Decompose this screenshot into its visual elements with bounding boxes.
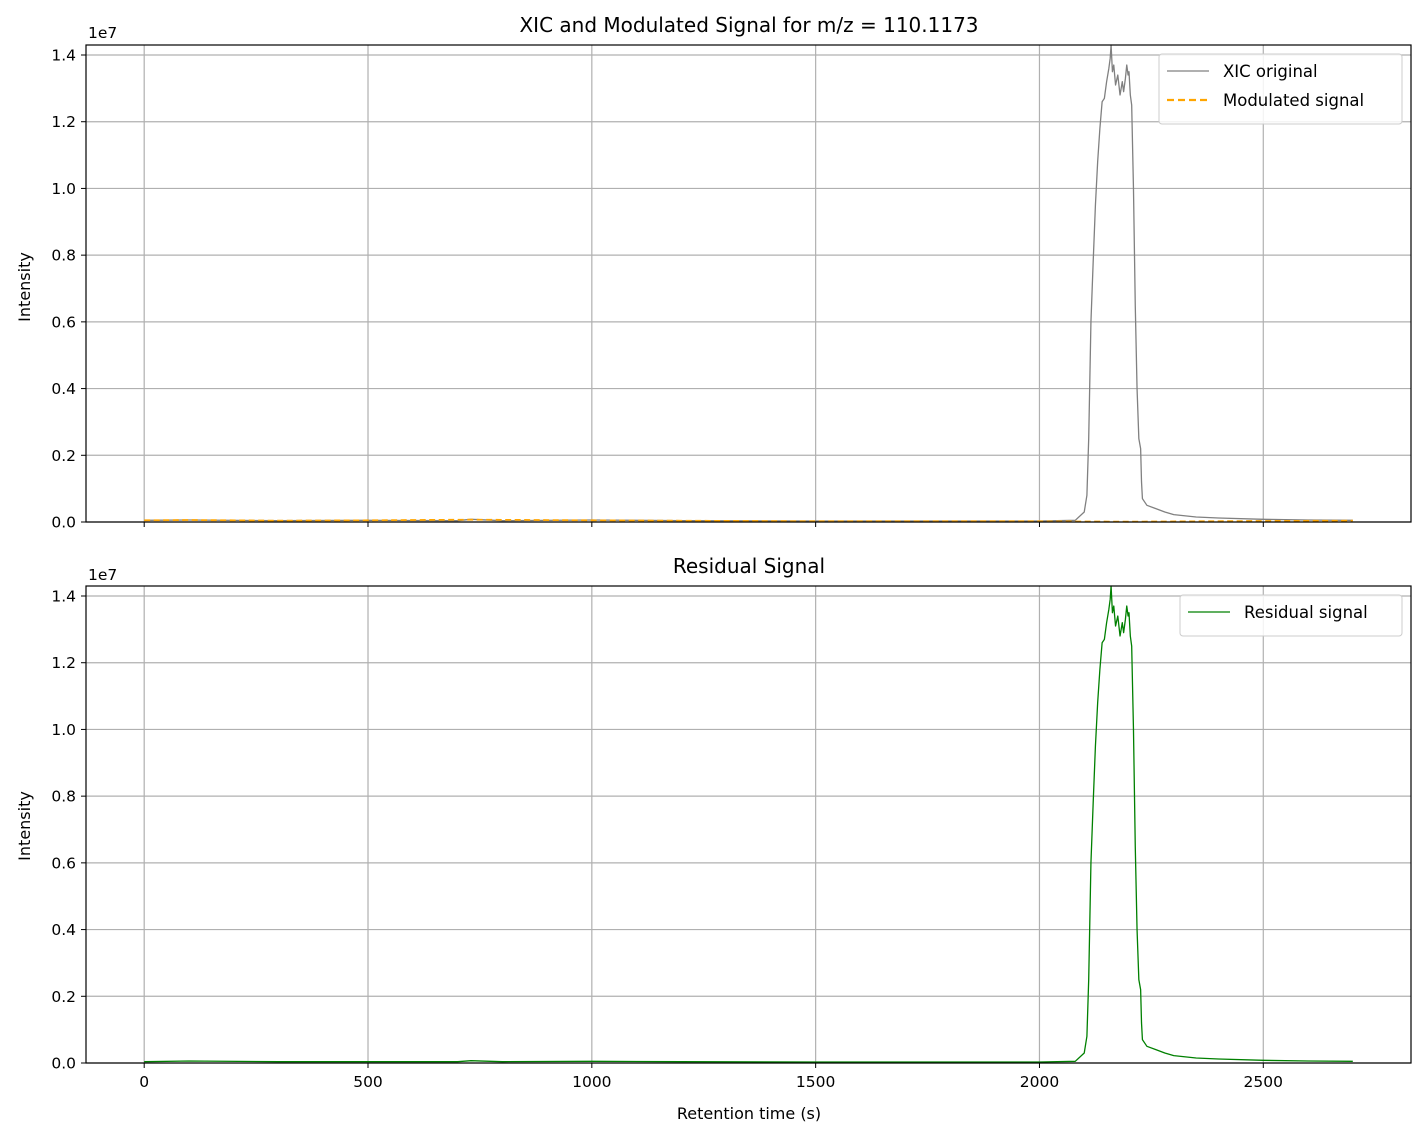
xic-y-tick-label: 1.0 <box>51 180 76 198</box>
xic-y-tick-label: 0.4 <box>51 380 76 398</box>
residual-x-tick-label: 0 <box>139 1073 149 1091</box>
residual-ticks: 0 500 1000 1500 2000 2500 0.0 0.2 0.4 0.6 0.8 1.0 1.… <box>51 588 1283 1091</box>
residual-y-tick-label: 0.4 <box>51 921 76 939</box>
residual-y-tick-label: 0.6 <box>51 854 76 872</box>
xic-y-tick-label: 0.2 <box>51 447 76 465</box>
residual-legend-label: Residual signal <box>1244 603 1368 622</box>
residual-plot-frame <box>85 585 1412 1064</box>
residual-panel: Residual Signal 1e7 Intensity Retention … <box>15 554 1412 1123</box>
residual-x-tick-label: 1500 <box>796 1073 835 1091</box>
xic-y-tick-label: 1.2 <box>51 113 76 131</box>
residual-y-offset-label: 1e7 <box>88 566 117 584</box>
residual-x-axis-label: Retention time (s) <box>677 1104 821 1123</box>
residual-x-tick-label: 1000 <box>572 1073 611 1091</box>
xic-y-axis-label: Intensity <box>15 252 34 322</box>
xic-y-tick-label: 0.8 <box>51 247 76 265</box>
residual-y-tick-label: 1.0 <box>51 721 76 739</box>
residual-legend-box <box>1179 594 1403 637</box>
residual-x-tick-label: 2500 <box>1244 1073 1283 1091</box>
xic-grid <box>86 45 1411 523</box>
residual-x-tick-label: 500 <box>353 1073 383 1091</box>
xic-legend-box <box>1158 53 1403 125</box>
residual-series-layer <box>144 585 1353 1063</box>
xic-panel-title: XIC and Modulated Signal for m/z = 110.1… <box>519 13 978 37</box>
residual-x-tick-label: 2000 <box>1020 1073 1059 1091</box>
xic-panel: XIC and Modulated Signal for m/z = 110.1… <box>15 13 1412 532</box>
xic-y-offset-label: 1e7 <box>88 24 117 42</box>
xic-y-tick-label: 0.0 <box>51 514 76 532</box>
xic-y-tick-label: 1.4 <box>51 47 76 65</box>
residual-y-axis-label: Intensity <box>15 791 34 861</box>
xic-legend: XIC original Modulated signal <box>1158 53 1403 125</box>
xic-legend-label: XIC original <box>1223 62 1318 81</box>
xic-y-tick-label: 0.6 <box>51 313 76 331</box>
xic-ticks: 0.0 0.2 0.4 0.6 0.8 1.0 1.2 1.4 <box>51 47 1264 532</box>
residual-y-tick-label: 1.2 <box>51 654 76 672</box>
residual-y-tick-label: 0.2 <box>51 988 76 1006</box>
residual-panel-title: Residual Signal <box>673 554 825 578</box>
residual-series-line-0 <box>144 585 1353 1063</box>
residual-y-tick-label: 1.4 <box>51 588 76 606</box>
xic-plot-frame <box>85 44 1412 523</box>
xic-legend-label: Modulated signal <box>1223 91 1364 110</box>
residual-legend: Residual signal <box>1179 594 1403 637</box>
residual-y-tick-label: 0.0 <box>51 1055 76 1073</box>
residual-y-tick-label: 0.8 <box>51 788 76 806</box>
